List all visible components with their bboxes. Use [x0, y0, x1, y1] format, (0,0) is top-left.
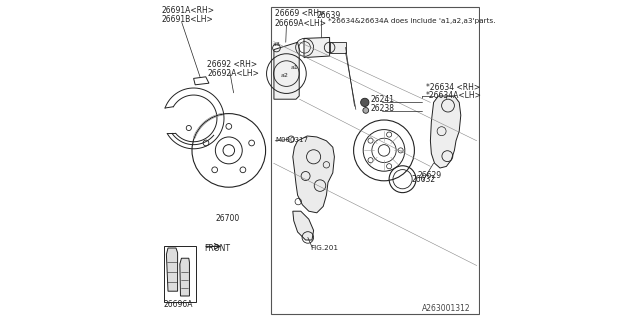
Text: 26691B<LH>: 26691B<LH>	[161, 15, 213, 24]
Polygon shape	[292, 211, 314, 240]
Text: a1: a1	[291, 65, 298, 70]
Text: FRONT: FRONT	[204, 244, 230, 253]
Text: 26692 <RH>: 26692 <RH>	[207, 60, 257, 69]
Text: 26629: 26629	[418, 171, 442, 180]
Circle shape	[363, 108, 369, 113]
Text: 26639: 26639	[317, 11, 341, 20]
Text: A263001312: A263001312	[422, 304, 471, 313]
Polygon shape	[274, 42, 300, 99]
Text: a3: a3	[273, 43, 280, 47]
Polygon shape	[292, 136, 334, 213]
Bar	[164, 246, 196, 302]
Text: M000317: M000317	[275, 137, 308, 143]
Polygon shape	[180, 258, 189, 296]
Text: FIG.201: FIG.201	[310, 244, 338, 251]
Text: 26692A<LH>: 26692A<LH>	[207, 69, 259, 78]
Bar	[330, 42, 346, 53]
Text: *26634A<LH>: *26634A<LH>	[426, 91, 481, 100]
Text: *26634 <RH>: *26634 <RH>	[426, 83, 480, 92]
Text: 26700: 26700	[216, 214, 240, 223]
Text: 26696A: 26696A	[164, 300, 193, 308]
Text: 26669A<LH>: 26669A<LH>	[275, 19, 326, 28]
Text: 26691A<RH>: 26691A<RH>	[161, 6, 214, 15]
Text: 26238: 26238	[371, 104, 394, 113]
Text: 26241: 26241	[371, 95, 394, 104]
Polygon shape	[430, 96, 461, 168]
Polygon shape	[304, 37, 330, 58]
Polygon shape	[166, 248, 178, 291]
Text: a2: a2	[281, 73, 289, 78]
Text: 26669 <RH>: 26669 <RH>	[275, 9, 325, 18]
Bar	[271, 7, 479, 314]
Text: *26634&26634A does include 'a1,a2,a3'parts.: *26634&26634A does include 'a1,a2,a3'par…	[328, 18, 495, 24]
Text: 26632: 26632	[412, 175, 435, 184]
Circle shape	[361, 98, 369, 107]
